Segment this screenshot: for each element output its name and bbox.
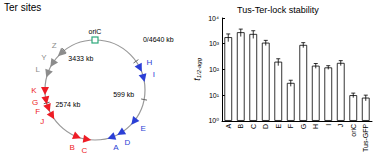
svg-text:2574 kb: 2574 kb	[55, 101, 80, 108]
svg-text:C: C	[250, 124, 257, 129]
svg-text:10⁴: 10⁴	[208, 15, 219, 22]
svg-text:oriC: oriC	[350, 124, 357, 137]
svg-text:Tus-Ter-lock stability: Tus-Ter-lock stability	[237, 5, 319, 15]
svg-text:Ter sites: Ter sites	[4, 2, 41, 13]
svg-text:J: J	[40, 117, 44, 126]
svg-text:H: H	[312, 124, 319, 129]
svg-text:B: B	[237, 124, 244, 129]
svg-text:3433 kb: 3433 kb	[68, 55, 93, 62]
svg-text:A: A	[113, 143, 119, 152]
svg-text:H: H	[146, 58, 152, 67]
svg-text:Z: Z	[52, 41, 57, 50]
svg-text:10²: 10²	[209, 66, 220, 73]
svg-text:B: B	[69, 143, 74, 152]
svg-text:K: K	[31, 86, 37, 95]
svg-text:10³: 10³	[209, 40, 220, 47]
svg-text:Y: Y	[41, 53, 47, 62]
svg-text:1/2-agg: 1/2-agg	[196, 57, 202, 78]
svg-text:C: C	[82, 146, 88, 155]
svg-text:I: I	[153, 70, 155, 79]
svg-text:t: t	[192, 78, 202, 81]
svg-text:oriC: oriC	[89, 28, 102, 35]
svg-text:0/4640 kb: 0/4640 kb	[143, 36, 174, 43]
svg-text:L: L	[35, 65, 40, 74]
svg-text:G: G	[300, 124, 307, 129]
svg-text:D: D	[262, 124, 269, 129]
svg-text:D: D	[124, 138, 130, 147]
svg-text:F: F	[35, 107, 40, 116]
svg-text:J: J	[337, 124, 344, 128]
svg-text:I: I	[325, 124, 332, 126]
svg-text:A: A	[225, 124, 232, 129]
svg-text:10¹: 10¹	[209, 92, 220, 99]
svg-text:10⁰: 10⁰	[208, 117, 219, 124]
svg-text:F: F	[287, 124, 294, 128]
svg-text:E: E	[275, 124, 282, 129]
svg-text:599 kb: 599 kb	[113, 91, 134, 98]
svg-text:G: G	[32, 98, 38, 107]
svg-text:Tus-GFP: Tus-GFP	[362, 124, 369, 152]
svg-text:E: E	[140, 124, 145, 133]
